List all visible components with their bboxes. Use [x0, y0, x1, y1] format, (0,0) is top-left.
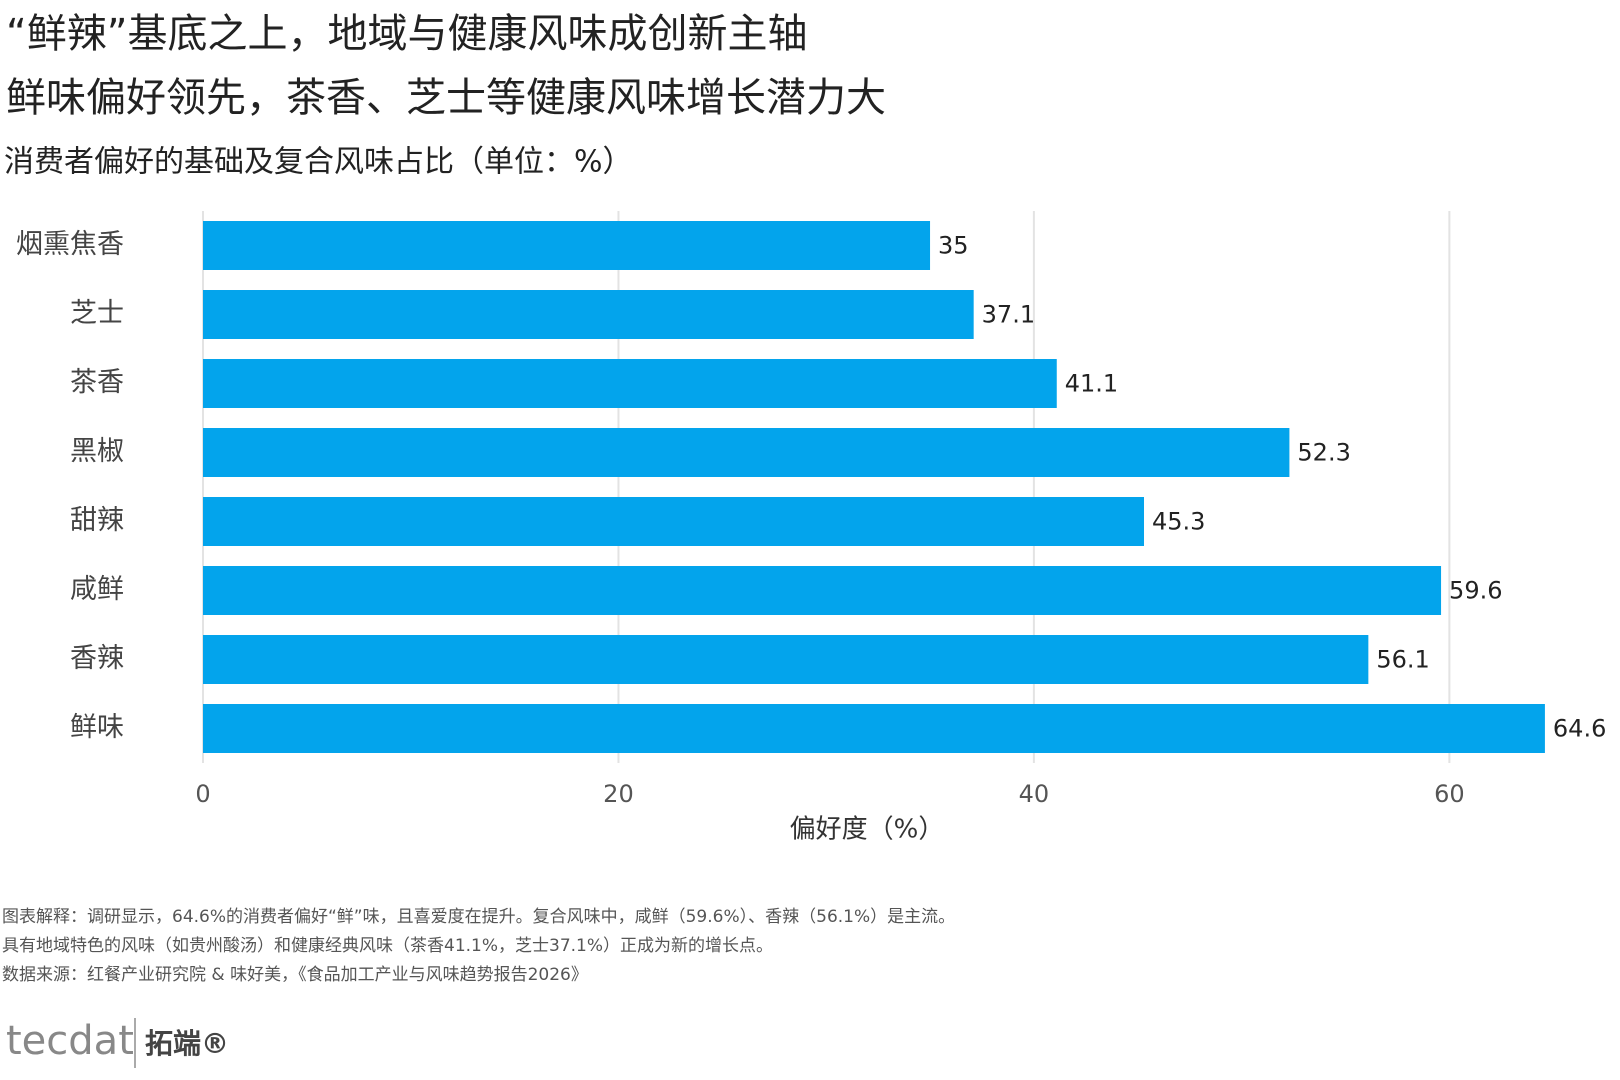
y-tick-label: 咸鲜 — [70, 574, 124, 605]
y-tick-label: 芝士 — [70, 298, 124, 329]
value-label: 35 — [938, 232, 969, 260]
bar — [203, 290, 974, 339]
note: 数据来源：红餐产业研究院 & 味好美，《食品加工产业与风味趋势报告2026》 — [2, 965, 588, 985]
chart-title: 鲜味偏好领先，茶香、芝士等健康风味增长潜力大 — [6, 75, 886, 121]
x-tick-label: 20 — [603, 780, 634, 808]
bar — [203, 635, 1369, 684]
y-tick-label: 鲜味 — [70, 712, 124, 743]
bar — [203, 497, 1145, 546]
logo-text: 拓端® — [145, 1027, 229, 1060]
x-tick-label: 0 — [195, 780, 210, 808]
bar — [203, 359, 1057, 408]
note: 图表解释：调研显示，64.6%的消费者偏好“鲜”味，且喜爱度在提升。复合风味中，… — [2, 907, 955, 927]
x-tick-label: 60 — [1434, 780, 1465, 808]
y-tick-label: 茶香 — [70, 367, 124, 398]
logo-text: tecdat — [6, 1018, 134, 1064]
value-label: 37.1 — [982, 301, 1035, 329]
bar — [203, 704, 1545, 753]
value-label: 64.6 — [1553, 715, 1606, 743]
bar — [203, 428, 1290, 477]
x-tick-label: 40 — [1019, 780, 1050, 808]
value-label: 41.1 — [1065, 370, 1118, 398]
value-label: 56.1 — [1376, 646, 1429, 674]
bar — [203, 221, 931, 270]
value-label: 52.3 — [1297, 439, 1350, 467]
chart-subtitle: 消费者偏好的基础及复合风味占比（单位：%） — [4, 145, 633, 180]
chart-title: “鲜辣”基底之上，地域与健康风味成创新主轴 — [6, 11, 807, 57]
y-tick-label: 黑椒 — [70, 436, 124, 467]
x-axis-label: 偏好度（%） — [790, 815, 945, 845]
y-tick-label: 烟熏焦香 — [16, 229, 124, 260]
y-tick-label: 香辣 — [70, 643, 124, 674]
bar — [203, 566, 1442, 615]
y-tick-label: 甜辣 — [70, 505, 124, 536]
note: 具有地域特色的风味（如贵州酸汤）和健康经典风味（茶香41.1%，芝士37.1%）… — [2, 936, 773, 956]
value-label: 45.3 — [1152, 508, 1205, 536]
value-label: 59.6 — [1449, 577, 1502, 605]
